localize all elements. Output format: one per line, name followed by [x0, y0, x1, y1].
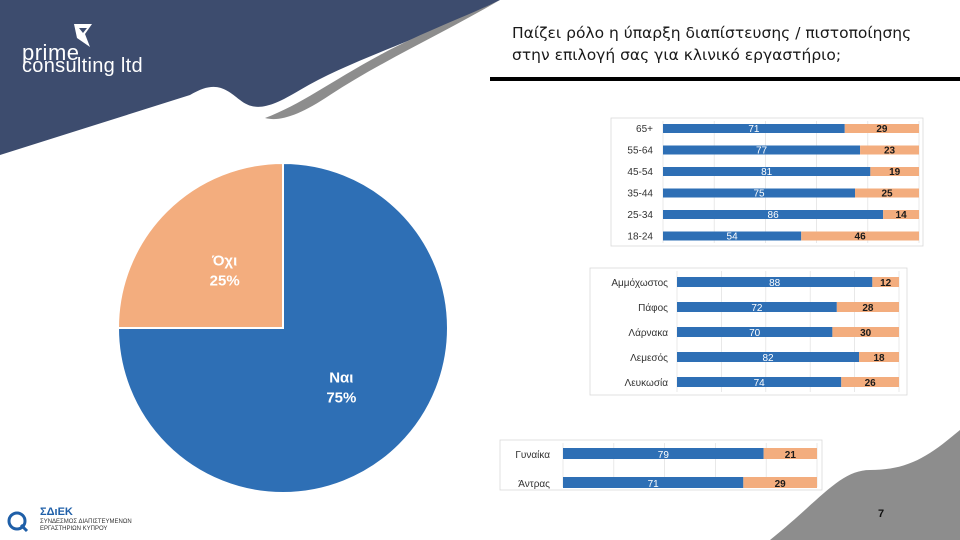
bar-no [859, 352, 899, 362]
data-label-no: 23 [884, 146, 896, 157]
bar-yes [663, 124, 845, 133]
bar-no [860, 145, 919, 155]
footer-org-name-line2: ΕΡΓΑΣΤΗΡΙΩΝ ΚΥΠΡΟΥ [40, 526, 108, 532]
bar-yes [563, 448, 764, 459]
bar-yes [663, 210, 884, 219]
data-label-no: 26 [865, 378, 877, 389]
page-title: Παίζει ρόλο η ύπαρξη διαπίστευσης / πιστ… [512, 24, 912, 64]
footer-org-abbr: ΣΔιΕΚ [40, 506, 73, 518]
bar-yes [677, 377, 842, 387]
data-label-yes: 54 [727, 232, 739, 243]
header-dark-shape [0, 0, 500, 155]
header-gray-shape [265, 0, 500, 120]
category-label: Άντρας [518, 479, 550, 490]
data-label-no: 18 [873, 353, 885, 364]
bar-yes [663, 231, 802, 241]
chart-frame [499, 439, 823, 491]
bar-chart-gender: Γυναίκα 79 21 Άντρας 71 29 [499, 439, 823, 491]
page-number: 7 [878, 508, 885, 520]
category-label: 65+ [636, 124, 653, 135]
title-divider [490, 77, 960, 81]
bar-yes [677, 327, 833, 337]
data-label-yes: 71 [648, 479, 660, 490]
bar-no [841, 377, 899, 387]
chart-frame [610, 117, 924, 247]
data-label-yes: 75 [753, 189, 765, 200]
footer-org-name: ΣΥΝΔΕΣΜΟΣ ΔΙΑΠΙΣΤΕΥΜΕΝΩΝ ΕΡΓΑΣΤΗΡΙΩΝ ΚΥΠ… [40, 519, 150, 533]
data-label-yes: 82 [762, 353, 774, 364]
bar-yes [663, 145, 861, 155]
data-label-yes: 70 [749, 328, 761, 339]
footer-org-name-line1: ΣΥΝΔΕΣΜΟΣ ΔΙΑΠΙΣΤΕΥΜΕΝΩΝ [40, 519, 132, 525]
bar-no [763, 448, 817, 459]
data-label-yes: 86 [768, 210, 780, 221]
data-label-no: 25 [881, 189, 893, 200]
bar-yes [663, 167, 871, 176]
data-label-yes: 77 [756, 146, 768, 157]
stacked-bar-charts: 65+ 71 29 55-64 77 23 45-54 81 19 35-44 75 25 25-34 8… [499, 117, 924, 491]
category-label: 35-44 [627, 189, 653, 200]
category-label: 18-24 [627, 232, 653, 243]
data-label-no: 46 [855, 232, 867, 243]
bar-chart-age: 65+ 71 29 55-64 77 23 45-54 81 19 35-44 75 25 25-34 8… [610, 117, 924, 247]
data-label-yes: 72 [751, 303, 763, 314]
chart-frame [589, 267, 908, 396]
category-label: Λευκωσία [625, 377, 669, 389]
bar-yes [563, 477, 744, 488]
bar-no [844, 124, 919, 133]
data-label-no: 29 [775, 479, 787, 490]
brand-logo-icon [74, 24, 92, 47]
corner-gray-shape [770, 430, 960, 540]
bar-no [832, 327, 899, 337]
bar-chart-region: Αμμόχωστος 88 12 Πάφος 72 28 Λάρνακα 70 30 Λεμεσό… [589, 267, 908, 396]
data-label-yes: 88 [769, 278, 781, 289]
category-label: Λάρνακα [628, 327, 668, 339]
bar-yes [663, 188, 855, 198]
bar-no [870, 167, 919, 176]
bar-no [883, 210, 919, 219]
brand-prime-text: prime [22, 40, 80, 65]
bar-no [801, 231, 919, 241]
bar-yes [677, 277, 873, 287]
category-label: Πάφος [638, 302, 668, 314]
data-label-no: 28 [862, 303, 874, 314]
bar-no [743, 477, 817, 488]
pie-label-yes: Ναι [329, 369, 353, 386]
data-label-yes: 81 [761, 167, 773, 178]
category-label: 45-54 [627, 167, 653, 178]
category-label: 25-34 [627, 210, 653, 221]
bar-no [872, 277, 899, 287]
data-label-yes: 74 [754, 378, 766, 389]
bar-no [836, 302, 899, 312]
pie-slice-yes [116, 161, 449, 494]
data-label-no: 19 [889, 167, 901, 178]
pie-slice-no [116, 161, 284, 329]
data-label-yes: 71 [748, 124, 760, 135]
data-label-no: 21 [785, 450, 797, 461]
data-label-no: 29 [876, 124, 888, 135]
data-label-yes: 79 [658, 450, 670, 461]
pie-label-no: Όχι [211, 253, 237, 270]
bar-yes [677, 352, 860, 362]
pie-value-no: 25% [210, 273, 240, 290]
data-label-no: 30 [860, 328, 872, 339]
org-logo-icon [7, 511, 29, 533]
category-label: Αμμόχωστος [611, 277, 668, 289]
category-label: Λεμεσός [630, 352, 668, 364]
pie-chart: Όχι 25% Ναι 75% [116, 161, 449, 494]
bar-no [855, 188, 919, 198]
pie-value-yes: 75% [326, 389, 356, 406]
brand-consulting-text: consulting ltd [22, 55, 143, 77]
data-label-no: 14 [896, 210, 908, 221]
data-label-no: 12 [880, 278, 892, 289]
category-label: Γυναίκα [515, 449, 550, 461]
bar-yes [677, 302, 837, 312]
category-label: 55-64 [627, 146, 653, 157]
